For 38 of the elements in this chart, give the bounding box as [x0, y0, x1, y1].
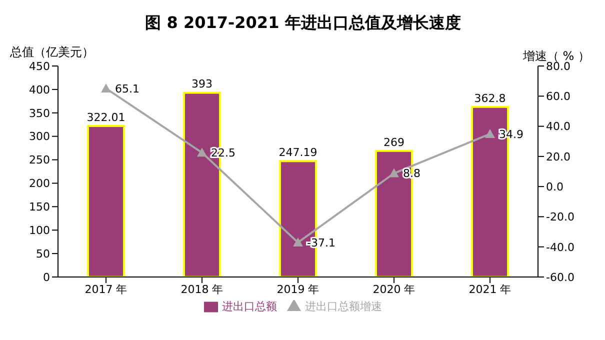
- x-tick-label: 2018 年: [180, 282, 224, 296]
- legend-label: 进出口总额增速: [305, 300, 382, 313]
- point: [293, 237, 303, 246]
- bar: [87, 125, 125, 277]
- y-tick-label: 100: [29, 224, 50, 238]
- x-tick-label: 2021 年: [468, 282, 512, 296]
- y2-tick-label: -40.0: [546, 240, 574, 254]
- y-tick-label: 350: [29, 106, 50, 120]
- y-axis-title: 总值（亿美元）: [10, 44, 94, 61]
- y2-tick-label: 60.0: [546, 90, 570, 104]
- data-label: 65.1: [115, 82, 140, 96]
- data-label: 269: [384, 136, 404, 149]
- y2-tick-label: 0.0: [546, 180, 564, 194]
- point: [389, 168, 399, 178]
- y-tick-label: 200: [29, 177, 50, 190]
- y-tick-label: 450: [29, 60, 50, 73]
- y-tick-label: 0: [43, 270, 50, 284]
- x-tick-label: 2017 年: [84, 282, 128, 296]
- y-tick-label: 400: [29, 83, 50, 96]
- y2-tick-label: 40.0: [546, 120, 570, 134]
- legend-label: 进出口总额: [222, 300, 277, 313]
- x-tick-label: 2019 年: [276, 282, 320, 296]
- y2-tick-label: 20.0: [546, 150, 570, 164]
- chart-title: 图 8 2017-2021 年进出口总值及增长速度: [144, 12, 462, 34]
- data-label: 393: [192, 78, 212, 91]
- y-tick-label: 150: [29, 200, 50, 214]
- y-tick-label: 300: [29, 130, 50, 144]
- x-tick-label: 2020 年: [372, 282, 416, 296]
- point: [485, 128, 495, 138]
- point: [197, 148, 207, 157]
- y2-tick-label: -20.0: [546, 210, 574, 224]
- data-label: 247.19: [278, 146, 318, 160]
- point: [101, 83, 111, 92]
- data-label: 362.8: [474, 92, 506, 105]
- y2-tick-label: -60.0: [546, 270, 574, 284]
- data-label: 322.01: [86, 111, 126, 124]
- y-tick-label: 250: [29, 154, 50, 167]
- y-tick-label: 50: [36, 247, 50, 260]
